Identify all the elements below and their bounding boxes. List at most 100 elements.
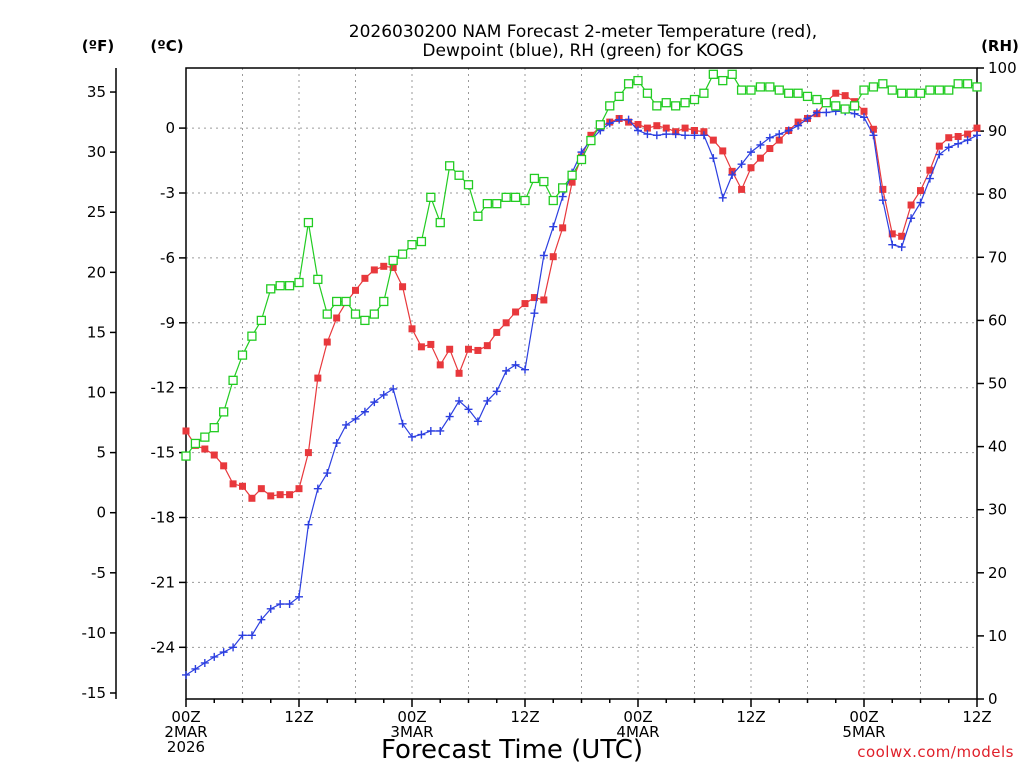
series-rh <box>181 69 982 461</box>
x-tick-label: 12Z <box>962 708 991 726</box>
x-tick-label: 2MAR <box>164 723 207 741</box>
dewpoint-point <box>794 121 803 130</box>
temperature-point <box>399 283 407 291</box>
rh-point <box>529 173 540 184</box>
dewpoint-point <box>473 417 482 426</box>
dewpoint-point <box>728 170 737 179</box>
dewpoint-point <box>257 615 266 624</box>
dewpoint-point <box>954 139 963 148</box>
dewpoint-point <box>756 140 765 149</box>
temperature-point <box>954 133 962 141</box>
rh-point <box>294 277 304 288</box>
rh-tick-label: 100 <box>988 59 1017 77</box>
credit-label: coolwx.com/models <box>857 743 1014 761</box>
rh-point <box>840 104 850 114</box>
rh-tick-label: 20 <box>988 564 1007 582</box>
temperature-point <box>634 120 642 128</box>
fahrenheit-tick-label: 35 <box>87 83 106 101</box>
rh-point <box>369 309 379 319</box>
rh-tick-label: 90 <box>988 122 1007 140</box>
temperature-point <box>691 126 698 134</box>
dewpoint-point <box>822 108 831 117</box>
temperature-point <box>436 361 444 369</box>
temperature-point <box>333 314 341 322</box>
rh-point <box>181 451 191 461</box>
temperature-point <box>832 89 840 97</box>
rh-point <box>397 249 408 259</box>
dewpoint-point <box>652 131 661 140</box>
rh-point <box>454 170 464 180</box>
dewpoint-point <box>530 309 539 318</box>
dewpoint-point <box>662 130 671 139</box>
x-tick-label: 00Z <box>849 708 878 726</box>
x-tick-label: 4MAR <box>616 723 659 741</box>
rh-point <box>652 101 662 111</box>
dewpoint-point <box>775 130 784 139</box>
dewpoint-point <box>276 600 285 609</box>
temperature-point <box>540 296 548 304</box>
series-temperature <box>182 89 981 502</box>
data-series <box>181 69 982 679</box>
rh-point <box>831 101 841 111</box>
temperature-point <box>210 451 218 459</box>
temperature-point <box>427 340 435 348</box>
dewpoint-point <box>219 648 228 657</box>
rh-point <box>350 309 361 319</box>
celsius-tick-label: -18 <box>151 509 176 527</box>
temperature-point <box>549 253 557 261</box>
dewpoint-point <box>379 390 388 399</box>
rh-point <box>906 88 916 98</box>
rh-point <box>962 79 973 89</box>
temperature-point <box>973 124 981 132</box>
rh-point <box>849 101 860 111</box>
x-tick-label: 12Z <box>284 708 313 726</box>
temperature-point <box>935 142 943 150</box>
rh-tick-label: 80 <box>988 185 1007 203</box>
rh-point <box>671 101 681 111</box>
dewpoint-point <box>483 396 492 405</box>
rh-point <box>699 88 709 98</box>
rh-tick-label: 10 <box>988 627 1007 645</box>
temperature-point <box>898 232 906 240</box>
rh-point <box>661 98 671 108</box>
rh-point <box>266 284 276 294</box>
rh-point <box>284 281 295 291</box>
rh-point <box>821 98 831 108</box>
temperature-point <box>662 124 670 132</box>
dewpoint-point <box>699 131 708 140</box>
temperature-point <box>719 147 727 155</box>
rh-point <box>689 94 700 105</box>
temperature-point <box>493 328 501 336</box>
rh-point <box>746 85 756 95</box>
dewpoint-point <box>247 631 256 640</box>
rh-tick-label: 0 <box>988 690 998 708</box>
temperature-point <box>917 187 924 195</box>
fahrenheit-tick-label: 15 <box>87 323 106 341</box>
dewpoint-point <box>191 664 200 673</box>
dewpoint-point <box>266 604 275 613</box>
temperature-point <box>323 338 331 346</box>
rh-point <box>360 315 370 326</box>
x-tick-label: 5MAR <box>842 723 885 741</box>
fahrenheit-tick-label: -10 <box>82 624 107 642</box>
dewpoint-point <box>605 119 614 128</box>
dewpoint-point <box>492 387 501 396</box>
dewpoint-point <box>200 658 209 667</box>
dewpoint-point <box>860 113 868 122</box>
rh-point <box>595 120 605 130</box>
dewpoint-point <box>690 131 699 140</box>
temperature-point <box>587 131 595 139</box>
dewpoint-point <box>539 251 548 260</box>
temperature-point <box>483 342 491 350</box>
dewpoint-point <box>398 419 407 428</box>
dewpoint-point <box>935 150 944 159</box>
rh-point <box>219 407 229 417</box>
dewpoint-point <box>182 670 190 679</box>
celsius-tick-label: -24 <box>151 638 176 656</box>
dewpoint-point <box>360 407 369 416</box>
unit-label-rh: (RH) <box>981 37 1019 55</box>
dewpoint-point <box>624 115 633 124</box>
dewpoint-point <box>464 405 473 414</box>
temperature-point <box>370 266 378 274</box>
celsius-tick-label: -21 <box>151 573 176 591</box>
